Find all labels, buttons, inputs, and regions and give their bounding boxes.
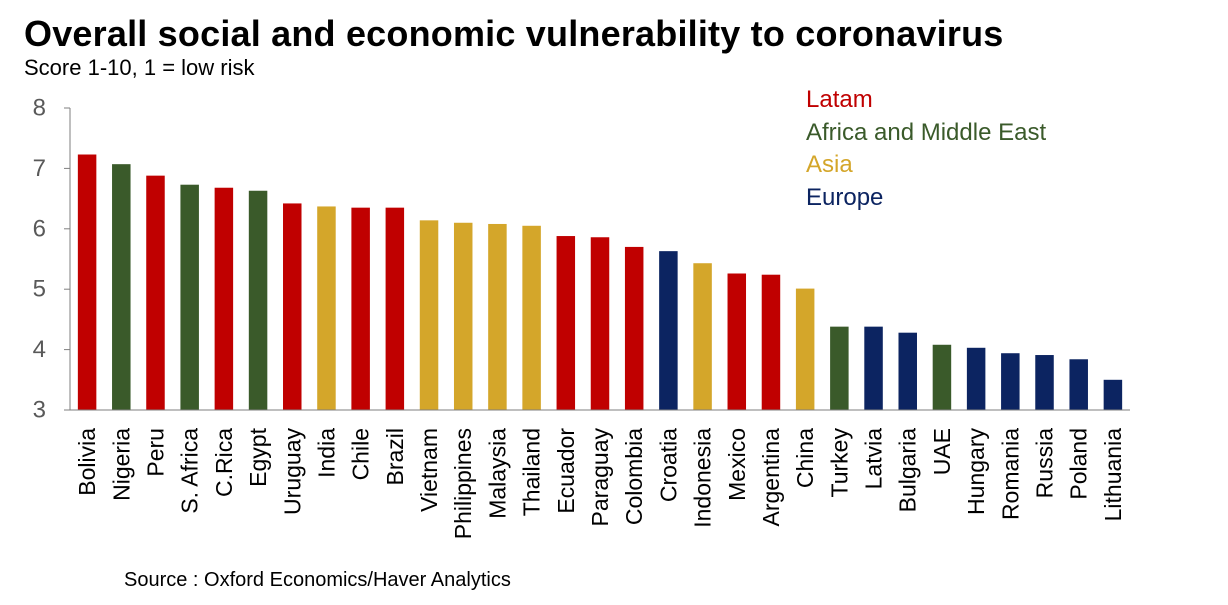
x-tick-label: Mexico	[724, 428, 750, 501]
bar-philippines	[453, 222, 473, 410]
chart-subtitle: Score 1-10, 1 = low risk	[24, 55, 255, 80]
bar-lithuania	[1103, 379, 1123, 410]
y-tick-label: 3	[33, 397, 46, 424]
x-tick-label: Latvia	[861, 428, 887, 490]
x-tick-label: Nigeria	[108, 428, 134, 501]
bar-s-africa	[180, 184, 199, 410]
y-tick-label: 5	[33, 276, 46, 303]
bar-peru	[146, 175, 165, 410]
bar-nigeria	[112, 164, 131, 410]
bar-turkey	[830, 326, 849, 410]
bar-egypt	[248, 190, 268, 410]
bar-india	[317, 206, 336, 410]
bar-romania	[1001, 353, 1020, 410]
legend-item-latam: Latam	[806, 86, 873, 113]
x-tick-label: Peru	[142, 428, 168, 477]
y-tick-label: 4	[33, 336, 46, 363]
bar-bulgaria	[898, 332, 917, 410]
x-tick-label: Hungary	[963, 428, 989, 515]
legend-item-asia: Asia	[806, 151, 853, 178]
x-tick-label: Ecuador	[553, 428, 579, 514]
x-tick-label: Paraguay	[587, 428, 613, 527]
bars-group	[77, 154, 1123, 410]
bar-chile	[351, 207, 370, 410]
y-tick-label: 6	[33, 215, 46, 242]
x-tick-label: Brazil	[382, 428, 408, 486]
bar-russia	[1035, 355, 1054, 410]
bar-paraguay	[590, 237, 610, 410]
x-tick-label: Chile	[348, 428, 374, 480]
x-tick-label: India	[313, 428, 339, 478]
x-axis: Bolivia Nigeria Peru S. Africa C.Rica Egypt Ur…	[70, 409, 1130, 539]
bar-ecuador	[556, 236, 576, 410]
bar-croatia	[659, 251, 678, 410]
bar-vietnam	[419, 220, 439, 410]
bar-argentina	[761, 274, 781, 410]
bar-brazil	[385, 207, 405, 410]
x-tick-label: Bolivia	[74, 428, 100, 496]
x-tick-label: Egypt	[245, 427, 271, 486]
bar-thailand	[522, 225, 541, 410]
x-tick-label: Bulgaria	[895, 428, 921, 513]
y-tick-label: 7	[33, 155, 46, 182]
x-tick-label: UAE	[929, 428, 955, 475]
bar-latvia	[864, 326, 883, 410]
bar-poland	[1069, 359, 1088, 410]
x-tick-label: Uruguay	[279, 428, 305, 515]
bar-indonesia	[693, 263, 712, 410]
chart-source: Source : Oxford Economics/Haver Analytic…	[124, 569, 511, 591]
x-tick-label: Argentina	[758, 428, 784, 527]
chart-title: Overall social and economic vulnerabilit…	[24, 13, 1004, 54]
bar-colombia	[624, 246, 644, 410]
bar-hungary	[966, 347, 986, 410]
bar-uae	[932, 344, 952, 410]
legend-item-europe: Europe	[806, 183, 884, 211]
bar-c-rica	[214, 187, 234, 410]
x-tick-label: Malaysia	[484, 428, 510, 519]
x-tick-label: Russia	[1032, 428, 1058, 499]
bar-uruguay	[283, 203, 302, 410]
x-tick-label: Colombia	[621, 428, 647, 525]
x-tick-label: Croatia	[655, 428, 681, 502]
x-tick-label: Vietnam	[416, 428, 442, 512]
x-tick-label: Thailand	[519, 428, 545, 516]
legend: Latam Africa and Middle East Asia Europe	[806, 84, 1046, 214]
y-tick-label: 8	[33, 95, 46, 122]
y-axis: 3 4 5 6 7 8	[33, 95, 71, 424]
x-tick-label: Poland	[1066, 428, 1092, 500]
x-tick-label: Turkey	[826, 428, 852, 498]
bar-malaysia	[488, 223, 507, 410]
x-tick-label: C.Rica	[211, 428, 237, 497]
x-tick-label: Philippines	[450, 428, 476, 539]
x-tick-label: Romania	[997, 428, 1023, 520]
x-tick-label: Lithuania	[1100, 428, 1126, 522]
bar-china	[795, 288, 815, 410]
x-tick-label: Indonesia	[690, 428, 716, 528]
bar-bolivia	[77, 154, 97, 410]
bar-mexico	[727, 273, 747, 410]
x-tick-label: China	[792, 428, 818, 488]
x-tick-label: S. Africa	[177, 428, 203, 514]
legend-item-africa-middle-east: Africa and Middle East	[806, 118, 1047, 146]
